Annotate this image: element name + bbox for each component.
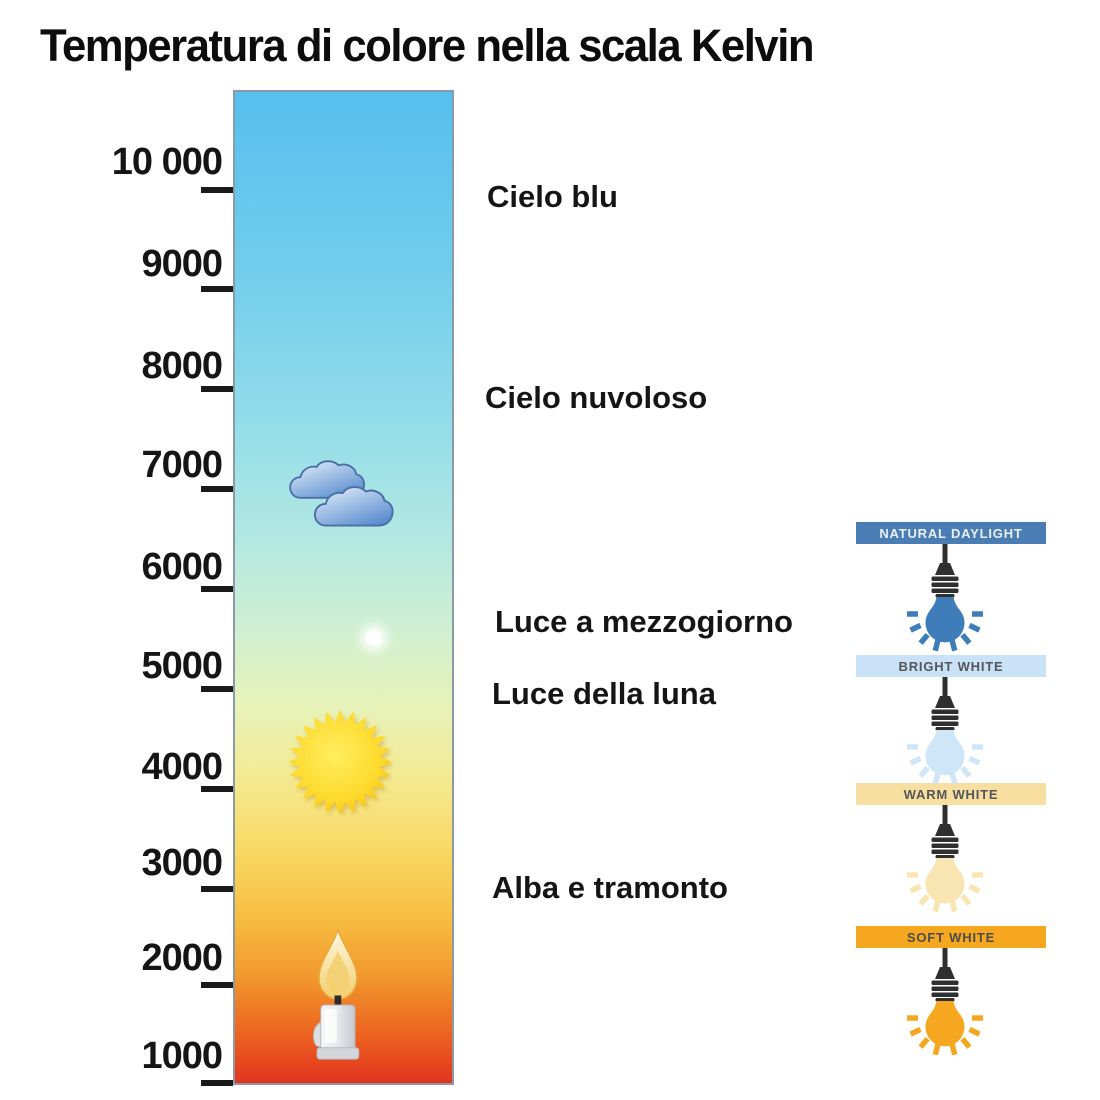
scale-tick-label: 3000 [141, 842, 223, 884]
swatch-bar-warm-white: WARM WHITE [856, 783, 1046, 805]
swatch-bar-natural-daylight: NATURAL DAYLIGHT [856, 522, 1046, 544]
scale-tick-mark [201, 386, 233, 392]
scale-tick-label: 7000 [141, 444, 223, 486]
scale-tick-label: 5000 [141, 645, 223, 687]
lightbulb-icon-natural-daylight [905, 544, 985, 654]
scale-tick-mark [201, 886, 233, 892]
lightbulb-icon-warm-white [905, 805, 985, 915]
clouds-icon [282, 455, 414, 546]
kelvin-gradient-bar [233, 90, 454, 1085]
scale-tick-mark [201, 486, 233, 492]
zone-label-alba-e-tramonto: Alba e tramonto [492, 870, 728, 905]
scale-tick-label: 8000 [141, 345, 223, 387]
zone-label-cielo-blu: Cielo blu [487, 179, 618, 214]
swatch-bar-soft-white: SOFT WHITE [856, 926, 1046, 948]
zone-label-cielo-nuvoloso: Cielo nuvoloso [485, 380, 708, 415]
page-title: Temperatura di colore nella scala Kelvin [40, 20, 815, 71]
scale-tick-mark [201, 286, 233, 292]
scale-tick-label: 1000 [141, 1035, 223, 1077]
scale-tick-mark [201, 586, 233, 592]
scale-tick-mark [201, 786, 233, 792]
zone-label-luce-della-luna: Luce della luna [492, 676, 716, 711]
scale-tick-mark [201, 982, 233, 988]
lightbulb-icon-soft-white [905, 948, 985, 1058]
sun-icon [285, 707, 395, 822]
scale-tick-label: 10 000 [111, 141, 223, 183]
scale-tick-label: 2000 [141, 937, 223, 979]
moon-glow-icon [366, 630, 382, 646]
scale-tick-label: 9000 [141, 243, 223, 285]
candle-icon [298, 925, 374, 1070]
scale-tick-label: 4000 [141, 746, 223, 788]
zone-label-luce-a-mezzogiorno: Luce a mezzogiorno [495, 604, 793, 639]
scale-tick-mark [201, 1080, 233, 1086]
scale-tick-mark [201, 686, 233, 692]
lightbulb-icon-bright-white [905, 677, 985, 787]
scale-tick-mark [201, 187, 233, 193]
swatch-bar-bright-white: BRIGHT WHITE [856, 655, 1046, 677]
scale-tick-label: 6000 [141, 546, 223, 588]
